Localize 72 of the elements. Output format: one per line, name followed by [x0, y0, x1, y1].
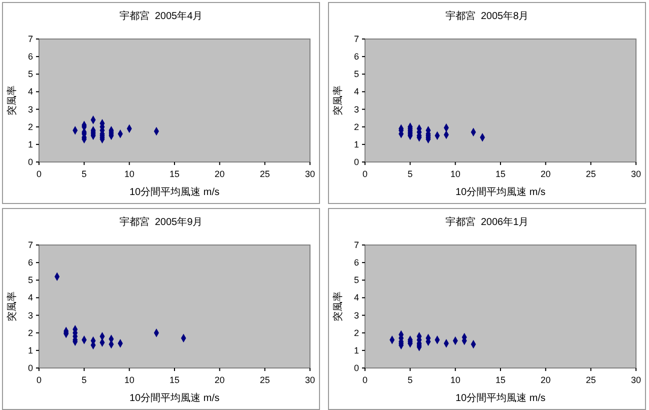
y-tick-label: 3: [28, 310, 33, 320]
x-tick-label: 5: [408, 375, 413, 385]
x-axis-title: 10分間平均風速 m/s: [129, 186, 220, 198]
y-axis-title: 突風率: [6, 86, 18, 116]
x-tick-label: 10: [450, 375, 460, 385]
y-tick-label: 2: [354, 328, 359, 338]
y-tick-label: 4: [354, 292, 359, 303]
chart-title: 宇都宮 2005年9月: [119, 216, 203, 228]
x-tick-label: 30: [630, 169, 642, 179]
x-tick-label: 0: [362, 375, 368, 385]
y-tick-label: 1: [354, 139, 359, 150]
x-tick-label: 30: [304, 375, 316, 385]
x-tick-label: 20: [540, 375, 551, 385]
x-tick-label: 10: [124, 169, 134, 179]
x-tick-label: 5: [82, 375, 87, 385]
y-tick-label: 7: [28, 240, 33, 250]
x-tick-label: 10: [450, 169, 460, 179]
x-tick-label: 30: [304, 169, 316, 179]
chart-title: 宇都宮 2006年1月: [445, 216, 529, 228]
y-tick-label: 6: [28, 52, 33, 62]
x-tick-label: 25: [260, 375, 270, 385]
y-axis-title: 突風率: [332, 86, 344, 116]
x-tick-label: 0: [36, 375, 42, 385]
y-tick-label: 3: [354, 310, 359, 320]
y-tick-label: 5: [28, 275, 33, 286]
y-axis-title: 突風率: [332, 292, 344, 322]
y-axis-title: 突風率: [6, 292, 18, 322]
x-tick-label: 25: [586, 169, 596, 179]
y-tick-label: 6: [354, 52, 359, 62]
x-tick-label: 25: [260, 169, 270, 179]
y-tick-label: 6: [28, 258, 33, 268]
y-tick-label: 4: [28, 292, 33, 303]
y-tick-label: 1: [28, 139, 33, 150]
y-tick-label: 7: [354, 34, 359, 44]
x-tick-label: 15: [169, 375, 180, 385]
y-tick-label: 5: [354, 69, 359, 80]
y-tick-label: 0: [28, 157, 33, 167]
chart-title: 宇都宮 2005年4月: [119, 10, 203, 22]
x-axis-title: 10分間平均風速 m/s: [129, 392, 220, 404]
x-tick-label: 20: [214, 169, 225, 179]
y-tick-label: 5: [354, 275, 359, 286]
x-tick-label: 10: [124, 375, 134, 385]
x-tick-label: 15: [495, 375, 506, 385]
x-tick-label: 5: [408, 169, 413, 179]
y-tick-label: 4: [354, 86, 359, 97]
y-tick-label: 7: [28, 34, 33, 44]
y-tick-label: 2: [28, 328, 33, 338]
x-axis-title: 10分間平均風速 m/s: [455, 392, 546, 404]
y-tick-label: 3: [28, 104, 33, 114]
x-tick-label: 25: [586, 375, 596, 385]
x-tick-label: 5: [82, 169, 87, 179]
x-tick-label: 15: [495, 169, 506, 179]
y-tick-label: 0: [354, 157, 359, 167]
y-tick-label: 7: [354, 240, 359, 250]
x-tick-label: 20: [540, 169, 551, 179]
y-tick-label: 4: [28, 86, 33, 97]
x-tick-label: 20: [214, 375, 225, 385]
y-tick-label: 1: [28, 345, 33, 356]
x-tick-label: 0: [362, 169, 368, 179]
y-tick-label: 0: [28, 363, 33, 373]
x-axis-title: 10分間平均風速 m/s: [455, 186, 546, 198]
x-tick-label: 0: [36, 169, 42, 179]
y-tick-label: 3: [354, 104, 359, 114]
chart-title: 宇都宮 2005年8月: [445, 10, 529, 22]
y-tick-label: 2: [28, 122, 33, 132]
y-tick-label: 0: [354, 363, 359, 373]
x-tick-label: 15: [169, 169, 180, 179]
y-tick-label: 6: [354, 258, 359, 268]
x-tick-label: 30: [630, 375, 642, 385]
y-tick-label: 2: [354, 122, 359, 132]
y-tick-label: 1: [354, 345, 359, 356]
y-tick-label: 5: [28, 69, 33, 80]
